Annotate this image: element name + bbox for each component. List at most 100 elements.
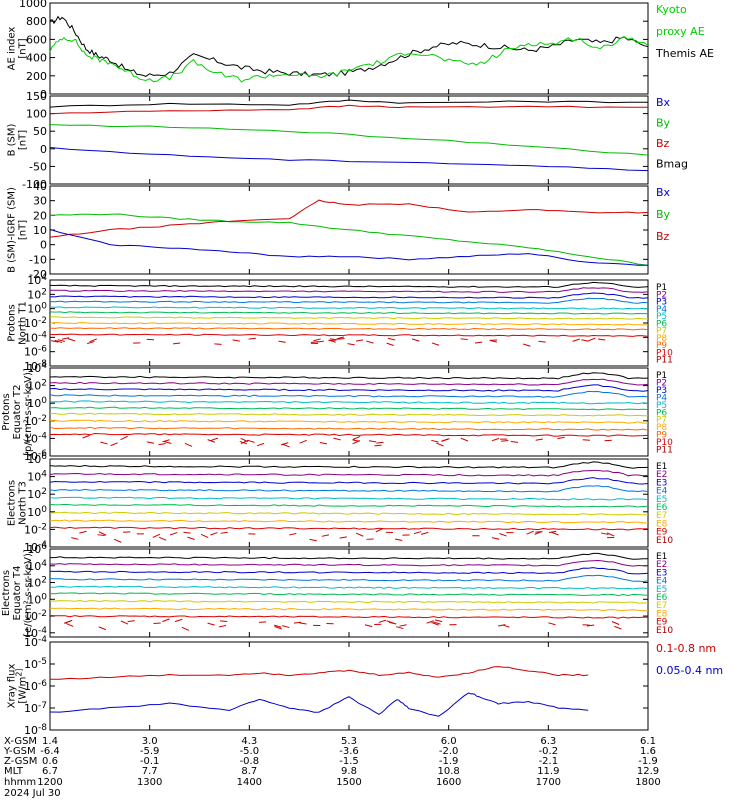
ytick-label-e1: 102: [27, 487, 47, 501]
sparse-channel-segment-e1: [601, 532, 609, 535]
ytick-label-p1: 10-6: [24, 345, 47, 359]
sparse-channel-segment-e2: [282, 625, 290, 629]
series-line-db: [49, 213, 649, 266]
sparse-channel-segment-p2: [442, 438, 450, 442]
ytick-label-ae: 1000: [19, 0, 47, 10]
sparse-channel-segment-p2: [256, 442, 265, 447]
ytick-label-p2: 10-6: [24, 449, 47, 463]
sparse-channel-segment-p1: [54, 339, 63, 344]
ytick-label-e1: 104: [27, 470, 47, 484]
xaxis-row-value: 1.6: [640, 746, 656, 757]
legend-entry-p2: P3: [656, 386, 667, 396]
sparse-channel-segment-e2: [502, 624, 510, 628]
sparse-channel-segment-e1: [606, 532, 615, 537]
legend-entry-p1: P7: [656, 327, 667, 337]
sparse-channel-segment-e2: [120, 620, 129, 625]
ylabel-e2: Equator T4: [12, 566, 23, 621]
series-line-xray: [50, 666, 589, 680]
panel-frame-ae: [49, 2, 649, 95]
xaxis-row-value: 6.3: [540, 736, 556, 747]
ytick-label-xray: 10-7: [24, 701, 47, 715]
sparse-channel-segment-p1: [51, 340, 59, 343]
sparse-channel-segment-p1: [89, 338, 98, 343]
legend-entry-ae: Themis AE: [655, 47, 714, 60]
ytick-label-p1: 10-2: [24, 316, 47, 330]
ylabel-b: [nT]: [18, 130, 29, 150]
sparse-channel-segment-e2: [274, 624, 282, 628]
sparse-channel-segment-p2: [239, 440, 248, 445]
xaxis-row-value: 1.4: [42, 736, 58, 747]
sparse-channel-segment-p1: [337, 338, 345, 340]
sparse-channel-segment-p2: [374, 444, 382, 447]
legend-entry-p1: P5: [656, 312, 667, 322]
channel-line-p2: [49, 390, 649, 398]
sparse-channel-segment-p1: [67, 338, 76, 342]
legend-entry-db: Bz: [656, 230, 670, 243]
ytick-label-db: -20: [29, 268, 47, 281]
ylabel-e2: [e/(cm²-s-sr-keV)]: [23, 549, 34, 637]
xaxis-row-value: 11.9: [537, 766, 559, 777]
sparse-channel-segment-p2: [110, 442, 118, 447]
sparse-channel-segment-e2: [218, 624, 227, 628]
legend-entry-e2: E9: [656, 618, 668, 628]
sparse-channel-segment-e1: [200, 533, 209, 539]
sparse-channel-segment-p2: [210, 437, 219, 442]
channel-line-e1: [49, 511, 649, 516]
ylabel-p2: [p/(cm²-s-sr-keV)]: [23, 368, 34, 456]
series-line-db: [49, 199, 649, 238]
xaxis-row-value: 1400: [237, 777, 262, 788]
ytick-label-e2: 106: [27, 542, 47, 556]
xaxis-row-value: 1700: [536, 777, 561, 788]
legend-entry-e1: E10: [656, 536, 673, 546]
ytick-label-e2: 10-4: [24, 626, 47, 640]
sparse-channel-segment-e2: [64, 619, 73, 624]
ytick-label-db: 10: [33, 224, 47, 237]
sparse-channel-segment-e1: [375, 527, 384, 533]
legend-entry-p1: P6: [656, 319, 667, 329]
sparse-channel-segment-e2: [611, 621, 620, 625]
ylabel-p1: North T1: [18, 301, 29, 345]
sparse-channel-segment-p1: [328, 339, 336, 343]
sparse-channel-segment-p1: [61, 337, 70, 340]
legend-entry-e1: E7: [656, 511, 667, 521]
panel-frame-b: [49, 95, 649, 185]
legend-entry-e2: E2: [656, 560, 667, 570]
sparse-channel-segment-e1: [355, 532, 364, 537]
sparse-channel-segment-p1: [460, 338, 468, 341]
legend-entry-p2: P5: [656, 401, 667, 411]
ytick-label-e1: 106: [27, 452, 47, 466]
xaxis-row-value: -2.0: [439, 746, 459, 757]
sparse-channel-segment-e2: [433, 621, 441, 625]
sparse-channel-segment-e1: [499, 533, 507, 537]
legend-entry-e1: E6: [656, 503, 668, 513]
ytick-label-p2: 100: [27, 396, 47, 410]
legend-entry-e2: E3: [656, 568, 667, 578]
sparse-channel-segment-p2: [184, 442, 193, 447]
xaxis-row-value: 1600: [436, 777, 461, 788]
sparse-channel-segment-e2: [586, 624, 595, 627]
channel-line-p2: [49, 419, 649, 424]
channel-line-e2: [49, 567, 649, 575]
xaxis-row-value: 6.1: [640, 736, 656, 747]
sparse-channel-segment-p2: [82, 434, 90, 439]
sparse-channel-segment-p2: [352, 440, 360, 445]
series-line-ae: [49, 15, 649, 78]
sparse-channel-segment-e1: [97, 534, 105, 537]
sparse-channel-segment-p1: [523, 343, 531, 347]
channel-line-p1: [49, 287, 649, 293]
legend-entry-p2: P2: [656, 378, 667, 388]
sparse-channel-segment-e2: [378, 619, 387, 623]
ytick-label-xray: 10-6: [24, 679, 47, 693]
legend-entry-p1: P8: [656, 334, 667, 344]
ytick-label-p1: 10-8: [24, 359, 47, 373]
legend-entry-p2: P9: [656, 431, 667, 441]
legend-entry-e2: E6: [656, 593, 668, 603]
sparse-channel-segment-p1: [172, 342, 181, 345]
channel-line-p1: [49, 311, 649, 315]
ytick-label-ae: 200: [26, 70, 47, 83]
series-line-b: [49, 99, 649, 108]
ytick-label-e1: 10-2: [24, 522, 47, 536]
sparse-channel-segment-p1: [386, 342, 394, 347]
xaxis-row-value: 0.6: [42, 756, 58, 767]
